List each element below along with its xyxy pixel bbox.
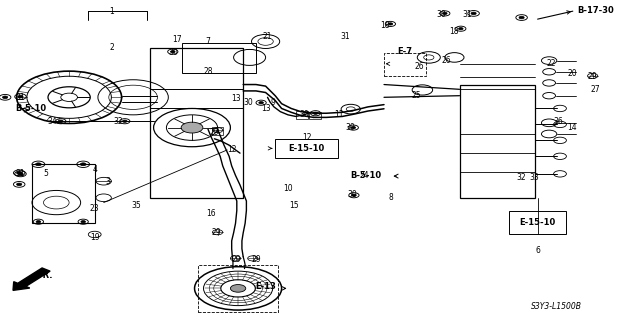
Bar — [32, 164, 95, 223]
Circle shape — [313, 112, 318, 115]
Circle shape — [351, 194, 356, 197]
Bar — [384, 53, 426, 76]
Text: 27: 27 — [590, 85, 600, 94]
Text: 26: 26 — [414, 63, 424, 71]
Circle shape — [519, 16, 524, 19]
Text: 23: 23 — [90, 204, 100, 213]
Text: 30: 30 — [299, 110, 309, 119]
Circle shape — [17, 172, 22, 174]
Text: 29: 29 — [587, 72, 597, 81]
Text: B-17-30: B-17-30 — [577, 6, 614, 15]
Text: 21: 21 — [263, 32, 272, 41]
Bar — [309, 112, 321, 119]
Text: 29: 29 — [232, 256, 242, 264]
Circle shape — [81, 163, 86, 166]
Circle shape — [58, 120, 63, 122]
Text: 22: 22 — [547, 59, 556, 68]
Text: 8: 8 — [388, 193, 393, 202]
Text: 32: 32 — [516, 173, 527, 182]
Text: 32: 32 — [113, 117, 124, 126]
Text: 7: 7 — [205, 37, 211, 46]
FancyArrow shape — [13, 268, 50, 290]
Text: 6: 6 — [535, 246, 540, 255]
Circle shape — [351, 126, 356, 129]
Text: 20: 20 — [568, 69, 578, 78]
Text: 2: 2 — [109, 43, 115, 52]
Text: 28: 28 — [204, 67, 212, 76]
Text: 26: 26 — [442, 56, 452, 65]
Circle shape — [458, 27, 463, 30]
Bar — [212, 127, 223, 135]
Text: 34: 34 — [47, 117, 58, 126]
Text: 36: 36 — [554, 117, 564, 126]
Circle shape — [230, 285, 246, 292]
Bar — [198, 265, 278, 312]
Text: E-7: E-7 — [397, 47, 413, 56]
Circle shape — [36, 220, 41, 223]
Text: 9: 9 — [271, 98, 276, 107]
Circle shape — [442, 12, 447, 15]
Text: E-13: E-13 — [255, 282, 276, 291]
Text: 31: 31 — [15, 169, 26, 178]
Text: 4: 4 — [92, 165, 97, 174]
Text: S3Y3-L1500B: S3Y3-L1500B — [531, 302, 582, 311]
Bar — [182, 43, 256, 73]
Text: 17: 17 — [172, 35, 182, 44]
Text: E-15-10: E-15-10 — [520, 218, 556, 227]
Text: 24: 24 — [360, 171, 370, 180]
Text: B-5-10: B-5-10 — [15, 104, 46, 113]
Text: 30: 30 — [345, 123, 355, 132]
Bar — [150, 48, 243, 198]
Text: 12: 12 — [227, 145, 236, 154]
Text: 14: 14 — [566, 123, 577, 132]
Circle shape — [18, 173, 23, 175]
Bar — [460, 85, 535, 198]
Circle shape — [35, 163, 41, 166]
Circle shape — [170, 50, 175, 53]
Text: 30: 30 — [243, 98, 253, 107]
Text: 30: 30 — [347, 190, 357, 199]
Circle shape — [388, 23, 393, 25]
Text: 29: 29 — [209, 128, 220, 137]
Text: 13: 13 — [230, 94, 241, 103]
Circle shape — [3, 96, 8, 99]
Circle shape — [18, 95, 23, 98]
Text: 33: 33 — [529, 173, 540, 182]
Circle shape — [122, 120, 127, 122]
Text: 5: 5 — [44, 169, 49, 178]
Text: 19: 19 — [90, 233, 100, 242]
Circle shape — [471, 12, 476, 15]
Text: 18: 18 — [450, 27, 459, 36]
Text: B-5-10: B-5-10 — [351, 171, 381, 180]
Text: 25: 25 — [411, 91, 421, 100]
Text: 18: 18 — [381, 21, 390, 30]
Circle shape — [181, 122, 203, 133]
Text: 30: 30 — [436, 10, 447, 19]
Text: 35: 35 — [131, 201, 141, 210]
Text: 13: 13 — [260, 104, 271, 113]
Text: FR.: FR. — [37, 271, 52, 280]
Text: 10: 10 — [283, 184, 293, 193]
Bar — [296, 111, 308, 119]
Text: 31: 31 — [340, 32, 351, 41]
Circle shape — [17, 183, 22, 186]
Text: 31: 31 — [462, 10, 472, 19]
Text: 30: 30 — [168, 48, 178, 57]
Circle shape — [259, 101, 264, 104]
Bar — [275, 139, 338, 158]
Text: 29: 29 — [251, 256, 261, 264]
Text: 16: 16 — [206, 209, 216, 218]
Text: E-15-10: E-15-10 — [289, 144, 324, 153]
Text: 3: 3 — [105, 177, 110, 186]
Text: 15: 15 — [289, 201, 300, 210]
Text: 31: 31 — [15, 93, 26, 102]
Text: 1: 1 — [109, 7, 115, 16]
Text: 29: 29 — [211, 228, 221, 237]
Text: 11: 11 — [335, 110, 344, 119]
Text: 12: 12 — [303, 133, 312, 142]
Circle shape — [81, 220, 86, 223]
Bar — [509, 211, 566, 234]
